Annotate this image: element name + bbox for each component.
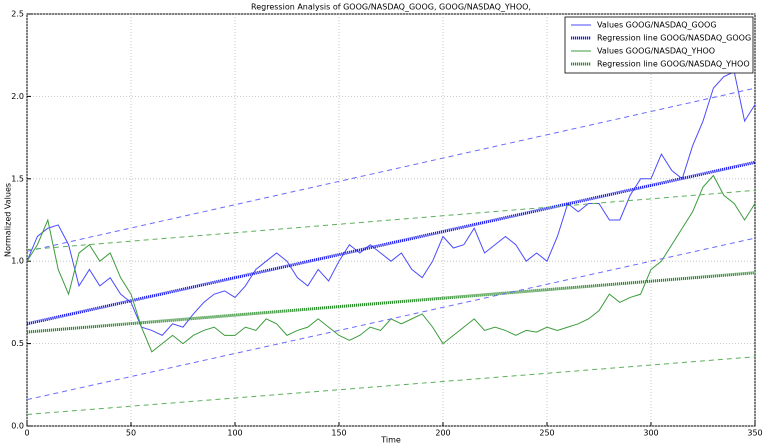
y-axis-label: Normalized Values <box>4 183 13 257</box>
legend-label: Values GOOG/NASDAQ_GOOG <box>597 21 717 30</box>
y-tick-label: 1.0 <box>11 257 24 266</box>
y-tick-label: 0.0 <box>11 422 24 431</box>
legend-label: Regression line GOOG/NASDAQ_GOOG <box>597 34 751 43</box>
chart-title: Regression Analysis of GOOG/NASDAQ_GOOG,… <box>251 3 531 12</box>
y-tick-label: 2.0 <box>11 92 24 101</box>
series-line <box>26 87 756 252</box>
x-tick-label: 150 <box>331 429 346 438</box>
series-line <box>26 271 756 334</box>
x-tick-label: 100 <box>227 429 242 438</box>
legend-box <box>564 16 754 74</box>
y-tick-label: 1.5 <box>11 174 24 183</box>
x-tick-label: 200 <box>435 429 450 438</box>
x-tick-label: 250 <box>539 429 554 438</box>
x-tick-label: 300 <box>643 429 658 438</box>
plot-frame <box>26 13 756 427</box>
legend-label: Regression line GOOG/NASDAQ_YHOO <box>597 60 750 69</box>
x-axis-label: Time <box>380 436 401 445</box>
x-tick-label: 0 <box>24 429 29 438</box>
series-line <box>26 160 756 326</box>
series-line <box>26 237 756 401</box>
series-line <box>26 70 756 336</box>
y-tick-label: 0.5 <box>11 339 24 348</box>
series-line <box>26 356 756 415</box>
x-tick-label: 350 <box>747 429 762 438</box>
x-tick-label: 50 <box>126 429 136 438</box>
series-line <box>26 189 756 251</box>
legend-label: Values GOOG/NASDAQ_YHOO <box>597 47 715 56</box>
y-tick-label: 2.5 <box>11 10 24 19</box>
